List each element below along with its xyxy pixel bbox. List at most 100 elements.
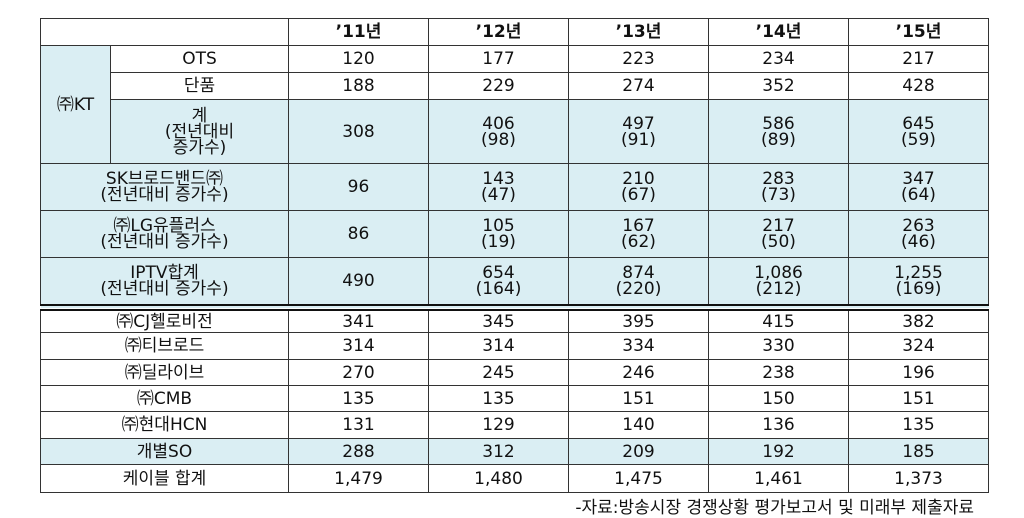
cell-line: 86 [347, 224, 370, 244]
cell-line: 428 [902, 76, 935, 96]
value-cell: 1,255 (169) [848, 257, 989, 311]
value-cell: 238 [708, 359, 849, 386]
cell-line: 312 [482, 441, 515, 462]
cell-line: 개별SO [136, 441, 193, 462]
cell-line: 314 [482, 336, 515, 356]
cell-line: (89) [761, 129, 796, 150]
row-label: ㈜딜라이브 [40, 359, 289, 386]
value-cell: 217 [848, 45, 989, 73]
cell-line: 계 [191, 105, 208, 126]
cell-line: 188 [342, 76, 375, 96]
value-cell: 428 [848, 72, 989, 100]
cell-line: 129 [482, 415, 515, 435]
cell-line: 135 [902, 415, 935, 435]
cell-line: 150 [762, 388, 795, 409]
cell-line: 288 [342, 441, 375, 462]
value-cell: 210 (67) [568, 163, 709, 211]
cell-line: 217 [762, 216, 795, 236]
cell-line: 246 [622, 362, 655, 383]
value-cell: 1,479 [288, 464, 429, 493]
value-cell: 654 (164) [428, 257, 569, 311]
cell-line: 330 [762, 336, 795, 356]
cell-line: 223 [622, 49, 655, 69]
value-cell: 308 [288, 99, 429, 164]
cell-line: 270 [342, 362, 375, 383]
value-cell: 217 (50) [708, 210, 849, 258]
cell-line: ㈜CMB [136, 388, 193, 409]
value-cell: 490 [288, 257, 429, 311]
value-cell: 192 [708, 438, 849, 465]
cell-line: (164) [475, 279, 522, 299]
table-row: ㈜현대HCN 131 129 140 136 135 [40, 411, 989, 439]
value-cell: 151 [568, 385, 709, 412]
cell-line: 654 [482, 263, 515, 283]
value-cell: 395 [568, 307, 709, 333]
table-row: ㈜CJ헬로비전 341 345 395 415 382 [40, 307, 989, 333]
row-label: 단품 [110, 72, 289, 100]
corner-cell [40, 18, 289, 46]
cell-line: 347 [902, 169, 935, 189]
cell-line: 415 [762, 311, 795, 332]
cell-line: 874 [622, 263, 655, 283]
cell-line: 185 [902, 441, 935, 462]
value-cell: 150 [708, 385, 849, 412]
value-cell: 135 [288, 385, 429, 412]
cell-line: (91) [621, 129, 656, 150]
table-row: SK브로드밴드㈜ (전년대비 증가수) 96 143 (47) 210 (67) 283 (73… [40, 163, 989, 211]
cell-line: 1,461 [754, 468, 803, 489]
value-cell: 246 [568, 359, 709, 386]
cell-line: 352 [762, 76, 795, 96]
cell-line: 341 [342, 311, 375, 332]
cell-line: ㈜딜라이브 [124, 362, 205, 383]
cell-line: 96 [347, 177, 370, 197]
cell-line: (62) [621, 232, 656, 252]
table-row: ㈜LG유플러스 (전년대비 증가수) 86 105 (19) 167 (62) 217 (50)… [40, 210, 989, 258]
cell-line: 1,255 [894, 263, 943, 283]
cell-line: 245 [482, 362, 515, 383]
value-cell: 341 [288, 307, 429, 333]
cell-line: ㈜티브로드 [124, 336, 205, 356]
year-header: ’11년 [288, 18, 429, 46]
cell-line: 395 [622, 311, 655, 332]
cell-line: 167 [622, 216, 655, 236]
row-label: ㈜CJ헬로비전 [40, 307, 289, 333]
value-cell: 874 (220) [568, 257, 709, 311]
value-cell: 406 (98) [428, 99, 569, 164]
cell-line: 1,373 [894, 468, 943, 489]
table-row: 단품 188 229 274 352 428 [41, 72, 989, 100]
value-cell: 120 [288, 45, 429, 73]
cell-line: (50) [761, 232, 796, 252]
cell-line: 210 [622, 169, 655, 189]
value-cell: 314 [428, 332, 569, 360]
cell-line: (73) [761, 185, 796, 205]
value-cell: 1,086 (212) [708, 257, 849, 311]
value-cell: 96 [288, 163, 429, 211]
value-cell: 131 [288, 411, 429, 439]
value-cell: 223 [568, 45, 709, 73]
cell-line: 135 [342, 388, 375, 409]
value-cell: 188 [288, 72, 429, 100]
cell-line: 143 [482, 169, 515, 189]
year-header: ’15년 [848, 18, 989, 46]
cell-line: (212) [755, 279, 802, 299]
value-cell: 283 (73) [708, 163, 849, 211]
cell-line: 증가수) [172, 137, 227, 158]
cell-line: 151 [622, 388, 655, 409]
group-label: ㈜KT [40, 45, 111, 164]
value-cell: 135 [428, 385, 569, 412]
cell-line: 406 [482, 113, 515, 134]
row-label: IPTV합계 (전년대비 증가수) [40, 257, 289, 311]
cell-line: 177 [482, 49, 515, 69]
value-cell: 586 (89) [708, 99, 849, 164]
value-cell: 209 [568, 438, 709, 465]
cell-line: 497 [622, 113, 655, 134]
cell-line: 274 [622, 76, 655, 96]
value-cell: 314 [288, 332, 429, 360]
cell-line: (59) [901, 129, 936, 150]
cell-line: 192 [762, 441, 795, 462]
value-cell: 177 [428, 45, 569, 73]
cell-line: 586 [762, 113, 795, 134]
cell-line: 209 [622, 441, 655, 462]
value-cell: 1,480 [428, 464, 569, 493]
